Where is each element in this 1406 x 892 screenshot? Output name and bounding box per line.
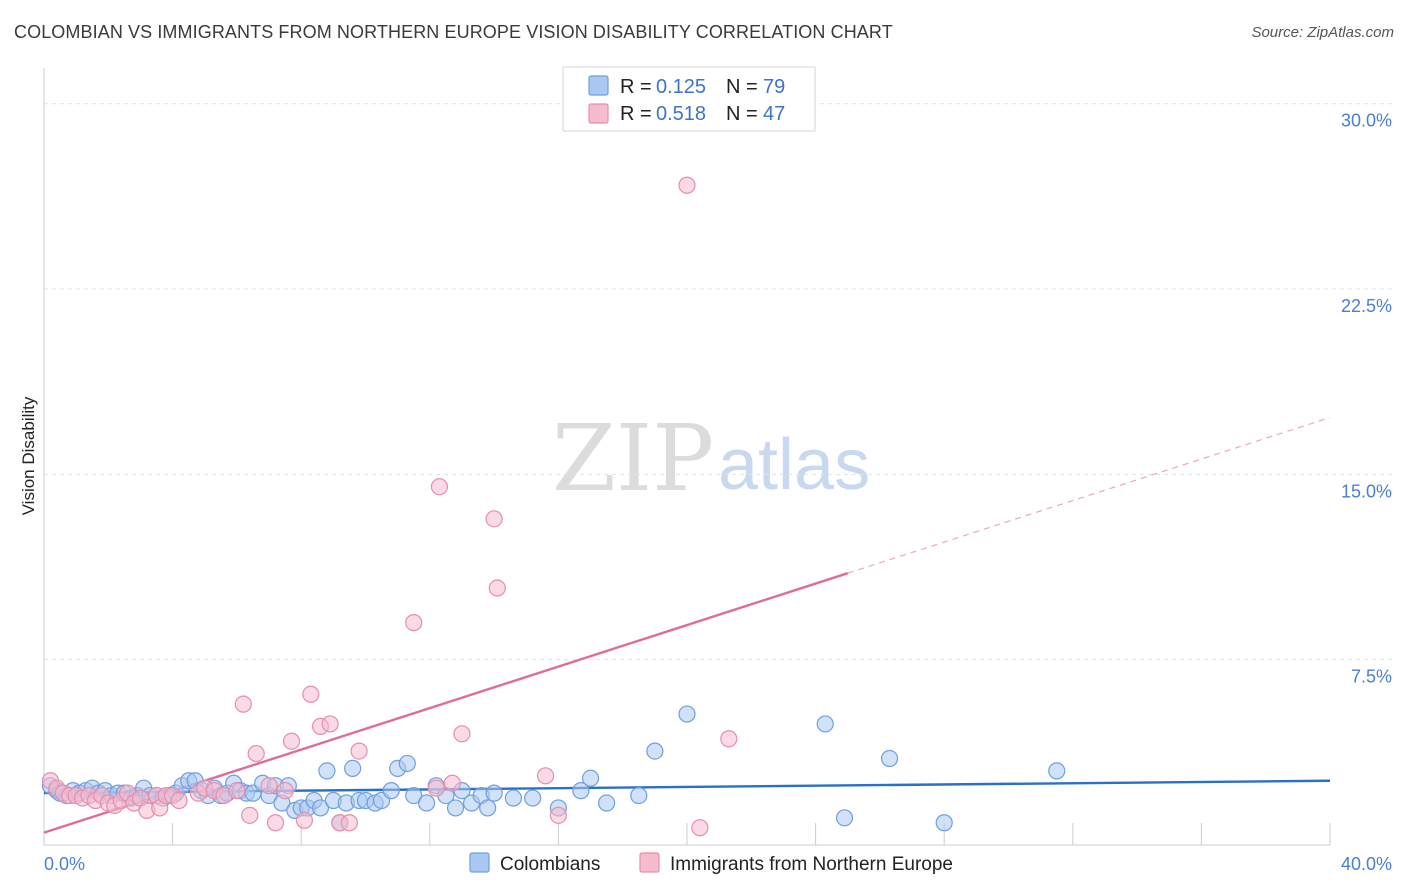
bottom-legend-label-pink: Immigrants from Northern Europe <box>670 854 953 875</box>
watermark-atlas: atlas <box>718 425 870 505</box>
pink-point-51 <box>720 730 738 748</box>
bottom-legend-swatch-pink <box>639 852 660 873</box>
y-tick-label-2: 22.5% <box>1341 296 1392 316</box>
data-points <box>41 176 1066 837</box>
x-tick-label-1: 40.0% <box>1341 854 1392 874</box>
legend-n-value-blue: 79 <box>763 76 785 98</box>
blue-point-69 <box>581 769 600 787</box>
pink-point-29 <box>260 777 278 795</box>
blue-point-59 <box>446 799 465 817</box>
blue-point-73 <box>678 705 696 723</box>
blue-point-75 <box>835 809 854 827</box>
chart-source: Source: ZipAtlas.com <box>1251 24 1394 41</box>
watermark-zip: ZIP <box>552 405 714 512</box>
tick-labels: 7.5% 15.0% 22.5% 30.0% 0.0% 40.0% <box>44 111 1392 874</box>
legend-r-value-pink: 0.518 <box>656 103 706 125</box>
blue-point-43 <box>318 762 336 780</box>
legend-swatch-blue <box>588 75 609 96</box>
blue-point-56 <box>417 794 436 812</box>
blue-point-42 <box>311 799 330 817</box>
pink-point-30 <box>266 814 285 832</box>
legend-n-label-blue: N = <box>726 76 758 98</box>
legend-swatch-pink <box>588 103 609 124</box>
legend-n-label-pink: N = <box>726 103 758 125</box>
legend-r-label-blue: R = <box>620 76 652 98</box>
pink-point-44 <box>453 725 471 743</box>
pink-point-48 <box>549 806 568 824</box>
chart-title: COLOMBIAN VS IMMIGRANTS FROM NORTHERN EU… <box>14 22 893 42</box>
pink-point-32 <box>282 732 301 750</box>
grid <box>44 103 1392 661</box>
y-tick-label-3: 30.0% <box>1341 111 1392 131</box>
blue-point-66 <box>524 789 542 807</box>
blue-point-63 <box>479 799 497 817</box>
pink-point-36 <box>321 715 339 733</box>
blue-point-72 <box>646 742 664 760</box>
pink-point-33 <box>295 811 314 829</box>
blue-point-47 <box>344 759 362 778</box>
blue-point-64 <box>485 784 503 802</box>
legend: R = 0.125 N = 79 R = 0.518 N = 47 <box>562 66 816 132</box>
axes <box>43 68 1331 846</box>
pink-point-38 <box>340 814 359 832</box>
legend-r-value-blue: 0.125 <box>656 76 706 98</box>
blue-point-70 <box>598 794 616 812</box>
pink-point-28 <box>247 744 265 763</box>
blue-point-71 <box>630 786 648 805</box>
pink-point-46 <box>488 579 506 597</box>
pink-point-42 <box>430 478 449 496</box>
blue-point-76 <box>880 749 899 768</box>
blue-point-74 <box>816 715 834 733</box>
pink-trend-line-extension <box>847 416 1331 574</box>
pink-point-27 <box>241 806 259 824</box>
blue-point-65 <box>504 789 522 807</box>
pink-point-50 <box>691 819 709 837</box>
legend-r-label-pink: R = <box>620 103 652 125</box>
bottom-legend-swatch-blue <box>469 852 490 873</box>
pink-point-20 <box>170 791 188 810</box>
x-tick-label-0: 0.0% <box>44 854 85 874</box>
y-tick-label-1: 15.0% <box>1341 481 1392 501</box>
blue-point-68 <box>572 782 590 800</box>
pink-point-39 <box>350 742 368 760</box>
y-tick-label-0: 7.5% <box>1351 667 1392 687</box>
blue-point-55 <box>405 786 423 805</box>
blue-point-77 <box>935 814 953 832</box>
pink-point-25 <box>228 782 246 800</box>
bottom-legend-label-blue: Colombians <box>500 854 600 875</box>
pink-point-49 <box>678 176 696 194</box>
bottom-legend: Colombians Immigrants from Northern Euro… <box>469 852 953 875</box>
pink-point-40 <box>405 614 423 632</box>
pink-point-45 <box>485 510 503 528</box>
legend-n-value-pink: 47 <box>763 103 785 125</box>
y-axis-title: Vision Disability <box>19 396 38 515</box>
blue-point-54 <box>398 754 416 773</box>
pink-point-26 <box>234 695 252 713</box>
pink-point-43 <box>443 774 461 792</box>
pink-point-31 <box>276 782 294 800</box>
pink-point-47 <box>536 767 555 785</box>
blue-point-78 <box>1048 762 1066 780</box>
blue-point-52 <box>382 782 400 800</box>
pink-point-34 <box>302 685 320 703</box>
pink-point-41 <box>427 779 445 797</box>
